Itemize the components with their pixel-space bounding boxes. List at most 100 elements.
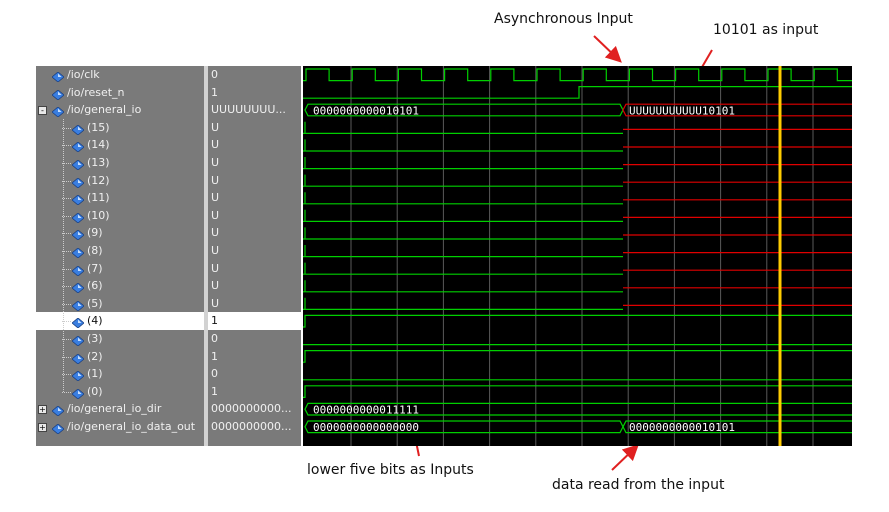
signal-value-row[interactable]: 1 [208, 312, 301, 330]
tree-branch-line [62, 286, 71, 288]
signal-value-row[interactable]: 1 [208, 383, 301, 401]
signal-value-row[interactable]: UUUUUUUU... [208, 101, 301, 119]
expand-icon[interactable]: + [38, 423, 47, 432]
tree-branch-line [62, 303, 71, 305]
signal-icon [71, 299, 85, 312]
pane-splitter[interactable] [204, 66, 208, 446]
bit-wave-before [303, 192, 623, 205]
signal-row[interactable]: /io/clk [36, 66, 204, 84]
signal-name: (7) [87, 261, 103, 275]
signal-value-row[interactable]: U [208, 277, 301, 295]
signal-value-row[interactable]: 0 [208, 365, 301, 383]
signal-value-row[interactable]: U [208, 295, 301, 313]
signal-row[interactable]: (12) [36, 172, 204, 190]
signal-row[interactable]: (15) [36, 119, 204, 137]
signal-row[interactable]: (11) [36, 189, 204, 207]
signal-value-row[interactable]: 0 [208, 330, 301, 348]
signal-icon [71, 281, 85, 294]
bit-wave-before [303, 174, 623, 187]
signal-name: (1) [87, 367, 103, 381]
signal-icon [71, 387, 85, 400]
data-out-value-before: 0000000000000000 [313, 421, 419, 434]
signal-value-row[interactable]: U [208, 260, 301, 278]
signal-row[interactable]: (8) [36, 242, 204, 260]
signal-row[interactable]: (7) [36, 260, 204, 278]
signal-value: U [211, 156, 220, 169]
expand-icon[interactable]: + [38, 405, 47, 415]
tree-branch-line [62, 391, 71, 393]
signal-value-row[interactable]: 1 [208, 84, 301, 102]
signal-value: U [211, 138, 220, 152]
signal-name: /io/general_io_dir [67, 402, 162, 416]
signal-values-pane: 0 1 UUUUUUUU... U U U U U U U U U U U 1 0 1 0 1 0000000000.… [208, 66, 301, 446]
signal-row[interactable]: (0) [36, 383, 204, 401]
signal-row[interactable]: (13) [36, 154, 204, 172]
signal-row[interactable]: + /io/general_io_dir [36, 400, 204, 418]
signal-value-row[interactable]: U [208, 242, 301, 260]
signal-value-row[interactable]: U [208, 136, 301, 154]
bit-wave-before [303, 209, 623, 222]
signal-value-row[interactable]: 1 [208, 348, 301, 366]
signal-icon [71, 246, 85, 259]
bit-wave-before [303, 139, 623, 152]
signal-row[interactable]: /io/reset_n [36, 84, 204, 102]
signal-value: U [211, 261, 220, 275]
signal-row[interactable]: (4) [36, 312, 204, 330]
signal-icon [71, 228, 85, 241]
signal-name: /io/clk [67, 68, 100, 81]
general-io-value-after: UUUUUUUUUUU10101 [629, 104, 735, 117]
tree-branch-line [62, 321, 71, 323]
signal-icon [71, 334, 85, 347]
signal-row[interactable]: (3) [36, 330, 204, 348]
signal-row[interactable]: - /io/general_io [36, 101, 204, 119]
bit-wave-before [303, 262, 623, 275]
signal-row[interactable]: (5) [36, 295, 204, 313]
tree-branch-line [62, 339, 71, 340]
signal-icon [71, 158, 85, 171]
data-out-value-after: 0000000000010101 [629, 421, 735, 434]
signal-value: 1 [211, 349, 218, 363]
signal-value: U [211, 191, 220, 205]
signal-value-row[interactable]: U [208, 119, 301, 137]
signal-name: /io/general_io [67, 103, 142, 117]
signal-value-row[interactable]: U [208, 189, 301, 207]
clk-wave [303, 68, 852, 82]
tree-branch-line [62, 356, 71, 358]
signal-name: (13) [87, 156, 110, 169]
signal-value: 0 [211, 332, 218, 345]
signal-value-row[interactable]: 0000000000... [208, 400, 301, 418]
signal-value-row[interactable]: U [208, 207, 301, 225]
bit-wave [303, 350, 852, 363]
signal-value-row[interactable]: U [208, 172, 301, 190]
collapse-icon[interactable]: - [38, 106, 47, 116]
signal-value-row[interactable]: U [208, 224, 301, 242]
signal-row[interactable]: (6) [36, 277, 204, 295]
signal-icon [71, 316, 85, 329]
signal-name: (15) [87, 120, 110, 134]
signal-row[interactable]: (14) [36, 136, 204, 154]
signal-name: (10) [87, 208, 110, 222]
signal-row[interactable]: (2) [36, 348, 204, 366]
signal-value-row[interactable]: U [208, 154, 301, 172]
tree-branch-line [62, 374, 71, 376]
signal-icon [71, 211, 85, 224]
bit-wave [303, 385, 852, 398]
signal-value: U [211, 173, 220, 187]
signal-value-row[interactable]: 0000000000... [208, 418, 301, 436]
signal-name: (2) [87, 349, 103, 363]
signal-name: (6) [87, 279, 103, 293]
signal-name: (14) [87, 138, 110, 152]
waveform-pane[interactable]: 0000000000010101 UUUUUUUUUUU10101 00000000… [303, 66, 852, 446]
signal-row[interactable]: (1) [36, 365, 204, 383]
signal-row[interactable]: (9) [36, 224, 204, 242]
general-io-bus-segment [304, 103, 624, 117]
signal-icon [51, 105, 65, 118]
signal-value: U [211, 226, 220, 240]
signal-row[interactable]: (10) [36, 207, 204, 225]
signal-value-row[interactable]: 0 [208, 66, 301, 84]
signal-name: (12) [87, 173, 110, 187]
signal-row[interactable]: + /io/general_io_data_out [36, 418, 204, 436]
bit-wave [303, 314, 852, 328]
signal-name: (4) [87, 314, 103, 328]
signal-name: /io/general_io_data_out [67, 420, 196, 433]
